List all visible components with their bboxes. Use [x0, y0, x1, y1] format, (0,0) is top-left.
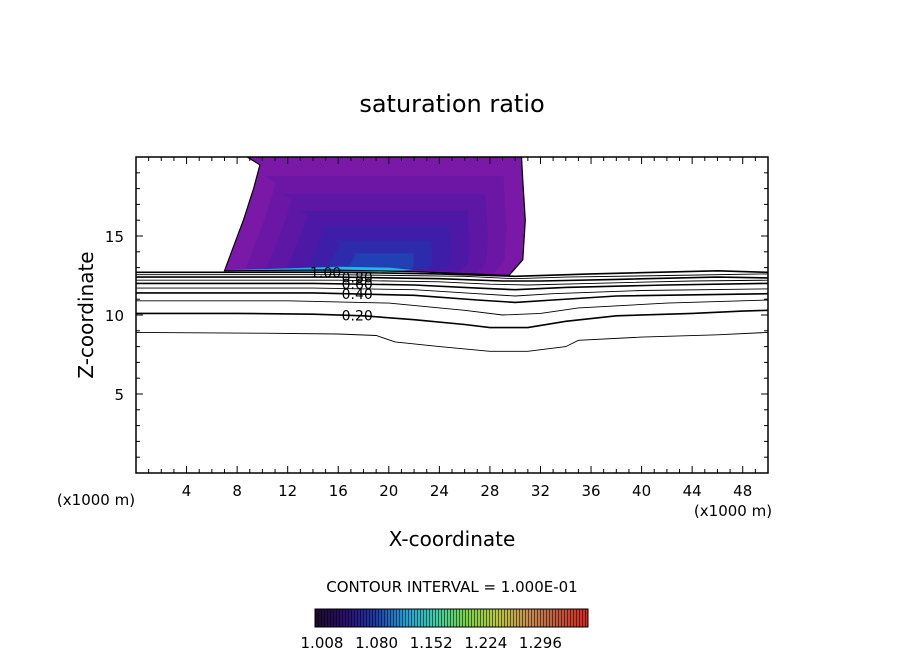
contour-label: 1.00 — [310, 266, 341, 282]
x-tick-label: 4 — [182, 482, 192, 500]
colorbar-tick-label: 1.008 — [301, 634, 344, 652]
y-tick-label: 10 — [105, 307, 124, 325]
contour-label: 0.40 — [342, 287, 373, 303]
contour-interval-note: CONTOUR INTERVAL = 1.000E-01 — [326, 578, 577, 596]
saturation-fill-band — [347, 253, 414, 269]
colorbar-frame — [314, 608, 589, 628]
x-tick-label: 48 — [733, 482, 752, 500]
y-tick-label: 5 — [114, 386, 124, 404]
contour-line — [136, 331, 768, 352]
x-tick-label: 8 — [232, 482, 242, 500]
x-tick-label: 36 — [581, 482, 600, 500]
x-tick-label: 24 — [430, 482, 449, 500]
saturation-region-outline — [223, 157, 526, 277]
contour-line — [136, 287, 768, 297]
y-tick-label: 15 — [105, 228, 124, 246]
x-tick-label: 32 — [531, 482, 550, 500]
x-unit-left: (x1000 m) — [57, 491, 135, 509]
contour-line — [136, 273, 768, 280]
x-unit-right: (x1000 m) — [694, 502, 772, 520]
y-axis-label: Z-coordinate — [74, 251, 98, 378]
colorbar: 1.008 1.080 1.152 1.224 1.296 — [301, 608, 589, 652]
contour-label: 0.60 — [342, 277, 373, 293]
x-tick-label: 44 — [683, 482, 702, 500]
x-axis-label: X-coordinate — [389, 527, 516, 551]
x-tick-label: 12 — [278, 482, 297, 500]
x-tick-label: 20 — [379, 482, 398, 500]
contour-line — [136, 309, 768, 329]
plot-area: 0.200.400.600.801.00 4 8 12 16 20 24 28 32 36 40 4… — [105, 156, 769, 500]
chart-title: saturation ratio — [359, 90, 544, 118]
colorbar-tick-label: 1.152 — [410, 634, 453, 652]
contour-line — [136, 292, 768, 304]
contour-label: 0.80 — [342, 270, 373, 286]
contour-line — [136, 276, 768, 282]
x-tick-label: 40 — [632, 482, 651, 500]
contour-line — [136, 282, 768, 291]
contour-line — [136, 299, 768, 316]
x-tick-label: 16 — [329, 482, 348, 500]
contour-label: 0.20 — [342, 309, 373, 325]
x-tick-label: 28 — [480, 482, 499, 500]
colorbar-tick-label: 1.080 — [355, 634, 398, 652]
contour-line — [136, 269, 768, 278]
colorbar-tick-label: 1.224 — [464, 634, 507, 652]
colorbar-stripes — [315, 609, 588, 627]
contour-line — [136, 279, 768, 286]
colorbar-tick-label: 1.296 — [519, 634, 562, 652]
